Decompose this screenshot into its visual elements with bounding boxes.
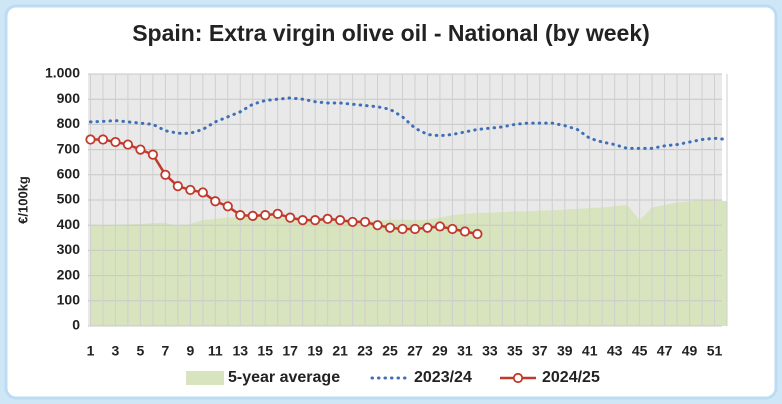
y-tick-label: 700	[57, 140, 81, 156]
marker	[285, 212, 296, 223]
x-tick-label: 37	[532, 343, 548, 359]
x-tick-label: 45	[632, 343, 648, 359]
x-tick-label: 25	[382, 343, 398, 359]
x-tick-label: 1	[87, 343, 95, 359]
marker	[297, 215, 308, 226]
marker	[322, 213, 333, 224]
y-tick-label: 200	[57, 266, 81, 282]
x-tick-label: 29	[432, 343, 448, 359]
x-tick-label: 33	[482, 343, 498, 359]
x-tick-label: 27	[407, 343, 423, 359]
y-tick-label: 600	[57, 166, 81, 182]
marker	[347, 216, 358, 228]
x-tick-label: 41	[582, 343, 598, 359]
marker	[359, 216, 371, 228]
marker	[397, 223, 408, 235]
legend-swatch	[512, 372, 524, 384]
x-tick-label: 35	[507, 343, 523, 359]
marker	[310, 215, 321, 226]
y-tick-label: 400	[57, 216, 81, 232]
x-tick-label: 19	[307, 343, 323, 359]
marker	[97, 134, 109, 145]
x-tick-label: 15	[257, 343, 273, 359]
x-tick-label: 11	[208, 343, 223, 359]
y-tick-label: 300	[57, 241, 81, 257]
x-tick-label: 9	[186, 343, 194, 359]
marker	[260, 210, 271, 221]
x-tick-label: 49	[682, 343, 698, 359]
x-tick-label: 31	[457, 343, 473, 359]
legend-swatch	[186, 371, 224, 385]
marker	[185, 184, 196, 196]
y-tick-label: 900	[57, 90, 81, 106]
marker	[135, 144, 146, 155]
y-tick-label: 0	[72, 317, 80, 333]
x-tick-label: 23	[357, 343, 373, 359]
marker	[197, 187, 208, 198]
x-tick-label: 3	[112, 343, 120, 359]
y-axis-label: €/100kg	[15, 176, 30, 224]
marker	[372, 220, 383, 231]
marker	[222, 201, 233, 212]
x-tick-label: 17	[282, 343, 298, 359]
x-tick-label: 51	[707, 343, 723, 359]
x-tick-label: 7	[161, 343, 169, 359]
marker	[110, 136, 121, 148]
marker	[384, 222, 396, 233]
marker	[434, 221, 446, 232]
marker	[409, 223, 421, 235]
marker	[459, 226, 471, 237]
legend-label: 5-year average	[228, 369, 340, 386]
y-tick-label: 500	[57, 191, 81, 207]
marker	[85, 134, 96, 145]
x-tick-label: 21	[332, 343, 348, 359]
marker	[147, 149, 158, 160]
x-tick-label: 39	[557, 343, 573, 359]
legend-label: 2023/24	[414, 369, 472, 386]
x-tick-label: 47	[657, 343, 673, 359]
marker	[235, 210, 246, 221]
y-tick-label: 800	[57, 115, 81, 131]
y-tick-label: 100	[57, 292, 81, 308]
marker	[210, 196, 221, 207]
marker	[247, 210, 258, 221]
chart-title: Spain: Extra virgin olive oil - National…	[132, 20, 650, 46]
marker	[335, 215, 346, 226]
x-tick-label: 5	[137, 343, 145, 359]
marker	[447, 223, 458, 235]
marker	[272, 208, 283, 219]
marker	[422, 222, 433, 233]
legend-label: 2024/25	[542, 369, 600, 386]
marker	[172, 181, 183, 192]
line	[88, 96, 729, 150]
marker	[472, 228, 483, 240]
marker	[122, 139, 134, 150]
x-tick-label: 13	[232, 343, 248, 359]
marker	[160, 169, 171, 180]
x-tick-label: 43	[607, 343, 623, 359]
area	[90, 200, 727, 326]
y-tick-label: 1.000	[45, 65, 80, 81]
